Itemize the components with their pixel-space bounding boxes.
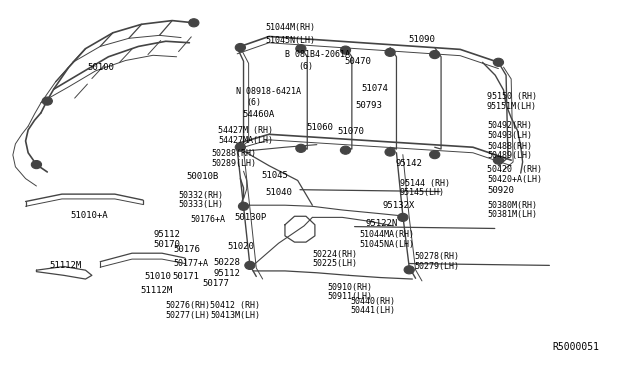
Text: 54427MA(LH): 54427MA(LH) xyxy=(218,137,273,145)
Text: 95142: 95142 xyxy=(395,158,422,168)
Text: 50279(LH): 50279(LH) xyxy=(414,262,460,271)
Ellipse shape xyxy=(429,51,440,59)
Text: 50177: 50177 xyxy=(202,279,229,288)
Text: 51045NA(LH): 51045NA(LH) xyxy=(360,240,415,249)
Text: 50176+A: 50176+A xyxy=(190,215,225,224)
Text: 51112M: 51112M xyxy=(140,286,173,295)
Ellipse shape xyxy=(245,261,255,269)
Text: 50171: 50171 xyxy=(172,272,199,281)
Text: 50440(RH): 50440(RH) xyxy=(351,297,396,306)
Text: 50493(LH): 50493(LH) xyxy=(487,131,532,140)
Ellipse shape xyxy=(236,143,246,151)
Text: 50224(RH): 50224(RH) xyxy=(312,250,357,259)
Text: 95132X: 95132X xyxy=(383,201,415,210)
Text: 50332(RH): 50332(RH) xyxy=(179,191,223,200)
Text: (6): (6) xyxy=(246,99,262,108)
Text: 50010B: 50010B xyxy=(186,172,218,181)
Ellipse shape xyxy=(429,151,440,159)
Text: 95151M(LH): 95151M(LH) xyxy=(487,102,537,111)
Text: 51044M(RH): 51044M(RH) xyxy=(266,23,316,32)
Text: 95144 (RH): 95144 (RH) xyxy=(399,179,450,187)
Text: 51020: 51020 xyxy=(228,243,255,251)
Text: 51044MA(RH): 51044MA(RH) xyxy=(360,230,415,239)
Text: 51010: 51010 xyxy=(145,272,172,281)
Text: 51040: 51040 xyxy=(266,188,292,197)
Text: 50333(LH): 50333(LH) xyxy=(179,201,223,209)
Text: 50413M(LH): 50413M(LH) xyxy=(211,311,260,320)
Ellipse shape xyxy=(296,144,306,153)
Text: 50176: 50176 xyxy=(173,245,200,254)
Text: 51074: 51074 xyxy=(362,84,388,93)
Text: (6): (6) xyxy=(298,61,314,71)
Text: B 081B4-2061A: B 081B4-2061A xyxy=(285,51,350,60)
Text: 50380M(RH): 50380M(RH) xyxy=(487,201,537,210)
Text: 95112: 95112 xyxy=(214,269,241,278)
Text: 51010+A: 51010+A xyxy=(70,211,108,220)
Ellipse shape xyxy=(340,146,351,154)
Ellipse shape xyxy=(385,48,395,57)
Text: 50492(RH): 50492(RH) xyxy=(487,121,532,129)
Text: 51090: 51090 xyxy=(408,35,435,44)
Text: 50177+A: 50177+A xyxy=(173,259,209,268)
Ellipse shape xyxy=(239,202,248,211)
Text: 50289(LH): 50289(LH) xyxy=(212,158,257,168)
Ellipse shape xyxy=(340,46,351,54)
Text: 54427M (RH): 54427M (RH) xyxy=(218,126,273,135)
Text: 50277(LH): 50277(LH) xyxy=(166,311,211,320)
Text: 50288(RH): 50288(RH) xyxy=(212,149,257,158)
Text: 50225(LH): 50225(LH) xyxy=(312,259,357,268)
Ellipse shape xyxy=(189,19,199,27)
Text: 51112M: 51112M xyxy=(49,261,81,270)
Text: 50920: 50920 xyxy=(487,186,514,195)
Text: 50420  (RH): 50420 (RH) xyxy=(487,165,542,174)
Ellipse shape xyxy=(31,161,42,169)
Text: 50278(RH): 50278(RH) xyxy=(414,252,460,262)
Text: 50100: 50100 xyxy=(88,63,115,72)
Text: 51045N(LH): 51045N(LH) xyxy=(266,36,316,45)
Ellipse shape xyxy=(236,44,246,52)
Text: 51045: 51045 xyxy=(261,171,288,180)
Text: 95150 (RH): 95150 (RH) xyxy=(487,92,537,101)
Ellipse shape xyxy=(493,58,504,66)
Text: 50489(LH): 50489(LH) xyxy=(487,151,532,160)
Text: 50488(RH): 50488(RH) xyxy=(487,142,532,151)
Ellipse shape xyxy=(296,45,306,53)
Ellipse shape xyxy=(385,148,395,156)
Text: 50130P: 50130P xyxy=(234,213,266,222)
Text: 50441(LH): 50441(LH) xyxy=(351,306,396,315)
Text: 95112: 95112 xyxy=(153,230,180,239)
Text: N 08918-6421A: N 08918-6421A xyxy=(236,87,301,96)
Text: R5000051: R5000051 xyxy=(552,341,600,352)
Ellipse shape xyxy=(493,156,504,164)
Ellipse shape xyxy=(397,213,408,221)
Text: 50910(RH): 50910(RH) xyxy=(328,283,372,292)
Ellipse shape xyxy=(42,97,52,105)
Text: 50170: 50170 xyxy=(153,240,180,249)
Text: 51070: 51070 xyxy=(338,127,365,136)
Text: 95122N: 95122N xyxy=(366,219,398,228)
Text: 50470: 50470 xyxy=(344,57,371,66)
Text: 50276(RH): 50276(RH) xyxy=(166,301,211,311)
Text: 50420+A(LH): 50420+A(LH) xyxy=(487,175,542,184)
Ellipse shape xyxy=(404,266,414,274)
Text: 54460A: 54460A xyxy=(243,109,275,119)
Text: 50412 (RH): 50412 (RH) xyxy=(211,301,260,311)
Text: 95145(LH): 95145(LH) xyxy=(399,188,445,197)
Text: 50228: 50228 xyxy=(214,258,241,267)
Text: 50381M(LH): 50381M(LH) xyxy=(487,210,537,219)
Text: 50911(LH): 50911(LH) xyxy=(328,292,372,301)
Text: 51060: 51060 xyxy=(306,123,333,132)
Text: 50793: 50793 xyxy=(355,101,382,110)
